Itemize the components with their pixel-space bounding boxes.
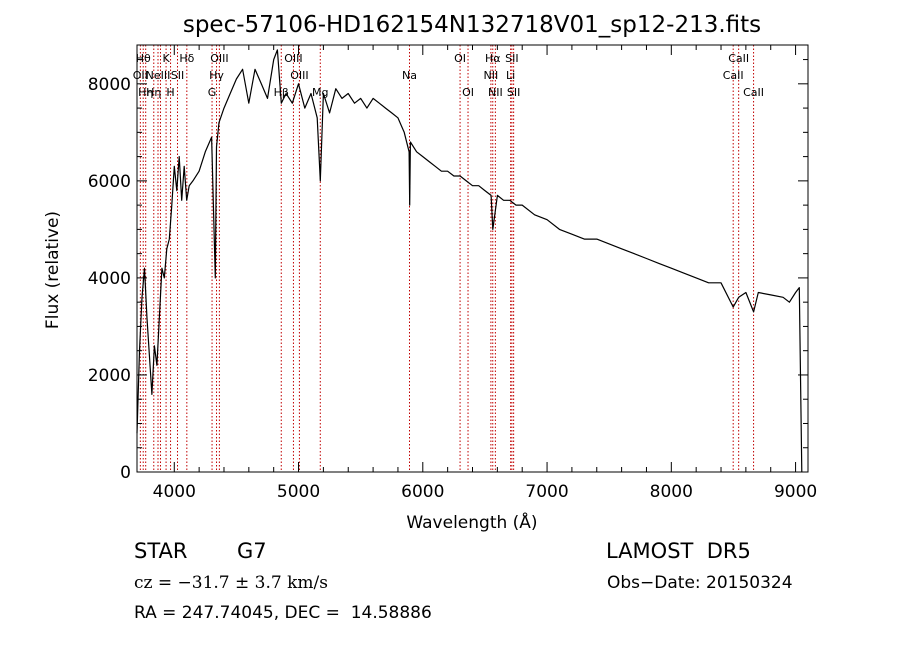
y-tick-label: 6000 bbox=[88, 172, 131, 192]
spectral-line-label: CaII bbox=[728, 52, 749, 65]
spectral-line-label: OIII bbox=[210, 52, 228, 65]
spectral-line-label: K bbox=[162, 52, 170, 65]
spectral-line-label: Li bbox=[506, 69, 515, 82]
spectral-line-label: CaII bbox=[723, 69, 744, 82]
spectral-line-label: G bbox=[208, 86, 217, 99]
spectral-line-label: SII bbox=[171, 69, 184, 82]
spectral-line-label: H bbox=[166, 86, 174, 99]
y-axis-label: Flux (relative) bbox=[43, 211, 63, 329]
survey-name: LAMOST DR5 bbox=[606, 539, 751, 563]
spectral-line-label: OI bbox=[462, 86, 474, 99]
y-tick-label: 0 bbox=[120, 463, 131, 483]
x-tick-label: 5000 bbox=[277, 482, 320, 502]
y-tick-label: 4000 bbox=[88, 269, 131, 289]
x-axis-label: Wavelength (Å) bbox=[406, 511, 537, 533]
spectral-lines bbox=[139, 45, 755, 472]
spectral-line-label: Mg bbox=[312, 86, 328, 99]
x-tick-label: 8000 bbox=[650, 482, 693, 502]
spectral-line-label: CaII bbox=[743, 86, 764, 99]
spectral-line-label: Hη bbox=[138, 86, 153, 99]
x-tick-label: 9000 bbox=[774, 482, 817, 502]
x-tick-label: 6000 bbox=[401, 482, 444, 502]
spectral-line-labels: OIIHθHηHηNeIIIKHSIIHδGHγOIIIHβOIIIOIIIMg… bbox=[133, 52, 764, 99]
spectral-line-label: Hγ bbox=[209, 69, 224, 82]
y-tick-label: 8000 bbox=[88, 75, 131, 95]
spectrum-series bbox=[136, 49, 803, 473]
spectral-line-label: NII bbox=[484, 69, 499, 82]
spectral-line-label: Hδ bbox=[179, 52, 194, 65]
ra-dec-coords: RA = 247.74045, DEC = 14.58886 bbox=[134, 603, 432, 623]
spectral-line-label: Hη bbox=[146, 86, 161, 99]
chart-title: spec-57106-HD162154N132718V01_sp12-213.f… bbox=[183, 12, 761, 38]
spectral-line-label: NeIII bbox=[146, 69, 171, 82]
spectral-line-label: Hθ bbox=[136, 52, 151, 65]
y-tick-label: 2000 bbox=[88, 366, 131, 386]
spectral-line-label: Hα bbox=[485, 52, 501, 65]
axis-ticks: 4000 5000 6000 7000 8000 9000 0 2000 4000 6000 800… bbox=[88, 45, 817, 502]
spectrum-line bbox=[136, 49, 803, 473]
x-tick-label: 7000 bbox=[525, 482, 568, 502]
obs-date: Obs−Date: 20150324 bbox=[607, 573, 793, 593]
spectral-subclass: G7 bbox=[237, 539, 267, 563]
plot-frame bbox=[136, 44, 809, 473]
spectral-line-label: NII bbox=[488, 86, 503, 99]
spectral-line-label: SII bbox=[505, 52, 518, 65]
spectral-line-label: OIII bbox=[290, 69, 308, 82]
spectral-line-label: OIII bbox=[284, 52, 302, 65]
spectral-line-label: SII bbox=[507, 86, 520, 99]
x-tick-label: 4000 bbox=[153, 482, 196, 502]
spectral-line-label: OI bbox=[454, 52, 466, 65]
spectral-line-label: Na bbox=[402, 69, 417, 82]
object-type: STAR bbox=[134, 539, 188, 563]
redshift-value: cz = −31.7 ± 3.7 km/s bbox=[134, 573, 328, 593]
